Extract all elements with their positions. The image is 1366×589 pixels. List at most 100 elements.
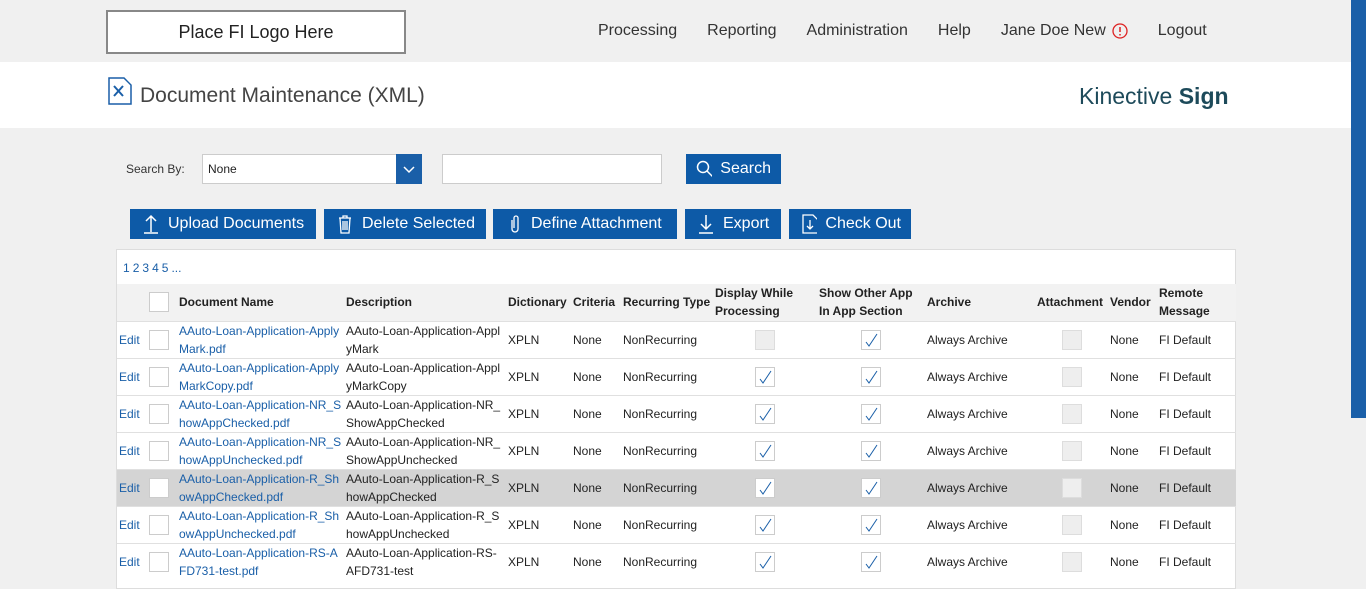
checkbox[interactable]: [755, 366, 775, 387]
archive-cell: Always Archive: [925, 542, 1035, 580]
edit-link[interactable]: Edit: [117, 542, 147, 580]
checkbox[interactable]: [861, 366, 881, 387]
recurring-cell: NonRecurring: [621, 431, 713, 469]
checkbox[interactable]: [149, 292, 169, 313]
criteria-cell: None: [571, 357, 621, 395]
checkbox[interactable]: [861, 514, 881, 535]
recurring-cell: NonRecurring: [621, 468, 713, 506]
toolbar-button[interactable]: Define Attachment: [493, 209, 677, 239]
document-name[interactable]: AAuto-Loan-Application-NR_ShowAppUncheck…: [177, 431, 344, 469]
vendor-cell: None: [1108, 320, 1157, 358]
archive-cell: Always Archive: [925, 320, 1035, 358]
edit-link[interactable]: Edit: [117, 505, 147, 543]
checkbox: [1061, 514, 1082, 535]
recurring-cell: NonRecurring: [621, 542, 713, 580]
checkbox[interactable]: [755, 403, 775, 424]
vendor-cell: None: [1108, 505, 1157, 543]
checkbox[interactable]: [861, 440, 881, 461]
page-link[interactable]: 5: [161, 261, 169, 275]
edit-link[interactable]: Edit: [117, 320, 147, 358]
nav: Processing Reporting Administration Help Jan…: [598, 22, 1207, 40]
attachment-cell: [1035, 357, 1108, 395]
button-label: Search: [720, 160, 771, 177]
checkbox[interactable]: [861, 551, 881, 572]
nav-item[interactable]: Logout: [1158, 22, 1207, 40]
page-link[interactable]: ...: [171, 261, 182, 275]
nav-item[interactable]: Processing: [598, 22, 677, 40]
column-header: Archive: [925, 284, 1035, 321]
button-label: Check Out: [825, 215, 901, 232]
select-cell: [147, 468, 177, 506]
nav-item[interactable]: Administration: [807, 22, 908, 40]
check-mark: [865, 555, 878, 569]
button-label: Upload Documents: [168, 215, 305, 232]
checkbox[interactable]: [149, 514, 169, 535]
search-select[interactable]: None: [202, 154, 422, 184]
nav-item[interactable]: Jane Doe New: [1001, 22, 1128, 40]
description-cell: AAuto-Loan-Application-NR_ShowAppUncheck…: [344, 431, 506, 469]
description-cell: AAuto-Loan-Application-ApplyMarkCopy: [344, 357, 506, 395]
document-name[interactable]: AAuto-Loan-Application-R_ShowAppUnchecke…: [177, 505, 344, 543]
table-row: Edit AAuto-Loan-Application-R_ShowAppChec…: [117, 468, 1236, 506]
scrollbar[interactable]: [1351, 0, 1366, 418]
show-other-cell: [817, 542, 925, 580]
attachment-cell: [1035, 505, 1108, 543]
top-bar: Place FI Logo Here Processing Reporting Ad…: [0, 0, 1366, 62]
attachment-cell: [1035, 320, 1108, 358]
column-header: Recurring Type: [621, 284, 713, 321]
checkbox[interactable]: [149, 440, 169, 461]
search-button[interactable]: Search: [686, 154, 781, 184]
edit-link[interactable]: Edit: [117, 431, 147, 469]
checkbox[interactable]: [149, 551, 169, 572]
search-input[interactable]: [442, 154, 662, 184]
checkbox[interactable]: [861, 477, 881, 498]
document-name[interactable]: AAuto-Loan-Application-ApplyMarkCopy.pdf: [177, 357, 344, 395]
remote-cell: FI Default: [1157, 394, 1236, 432]
check-mark: [865, 481, 878, 495]
checkbox[interactable]: [755, 440, 775, 461]
page-link[interactable]: 1: [123, 261, 130, 275]
checkbox: [1061, 440, 1082, 461]
nav-item[interactable]: Reporting: [707, 22, 776, 40]
toolbar-button[interactable]: Check Out: [789, 209, 911, 239]
checkbox: [1061, 329, 1082, 350]
vendor-cell: None: [1108, 357, 1157, 395]
checkbox[interactable]: [861, 403, 881, 424]
checkbox[interactable]: [149, 366, 169, 387]
checkbox[interactable]: [755, 477, 775, 498]
checkbox[interactable]: [149, 403, 169, 424]
edit-link[interactable]: Edit: [117, 357, 147, 395]
checkbox[interactable]: [755, 514, 775, 535]
criteria-cell: None: [571, 431, 621, 469]
edit-link[interactable]: Edit: [117, 394, 147, 432]
check-mark: [865, 518, 878, 532]
remote-cell: FI Default: [1157, 505, 1236, 543]
document-name[interactable]: AAuto-Loan-Application-R_ShowAppChecked.…: [177, 468, 344, 506]
toolbar-button[interactable]: Export: [685, 209, 781, 239]
toolbar-button[interactable]: Delete Selected: [324, 209, 486, 239]
documents-table: Document Name Description Dictionary Criter…: [117, 284, 1236, 580]
checkbox[interactable]: [861, 329, 881, 350]
dictionary-cell: XPLN: [506, 468, 571, 506]
checkbox[interactable]: [755, 551, 775, 572]
edit-link[interactable]: Edit: [117, 468, 147, 506]
display-cell: [713, 431, 817, 469]
page-link[interactable]: 4: [152, 261, 159, 275]
nav-item[interactable]: Help: [938, 22, 971, 40]
document-name[interactable]: AAuto-Loan-Application-RS-AFD731-test.pd…: [177, 542, 344, 580]
page-link[interactable]: 2: [132, 261, 140, 275]
remote-cell: FI Default: [1157, 320, 1236, 358]
document-name[interactable]: AAuto-Loan-Application-NR_ShowAppChecked…: [177, 394, 344, 432]
dictionary-cell: XPLN: [506, 542, 571, 580]
toolbar-button[interactable]: Upload Documents: [130, 209, 316, 239]
checkbox[interactable]: [149, 477, 169, 498]
page-link[interactable]: 3: [142, 261, 150, 275]
select-arrow[interactable]: [396, 154, 422, 184]
document-name[interactable]: AAuto-Loan-Application-ApplyMark.pdf: [177, 320, 344, 358]
criteria-cell: None: [571, 320, 621, 358]
criteria-cell: None: [571, 505, 621, 543]
table-row: Edit AAuto-Loan-Application-NR_ShowAppUnc…: [117, 431, 1236, 469]
checkbox[interactable]: [149, 329, 169, 350]
